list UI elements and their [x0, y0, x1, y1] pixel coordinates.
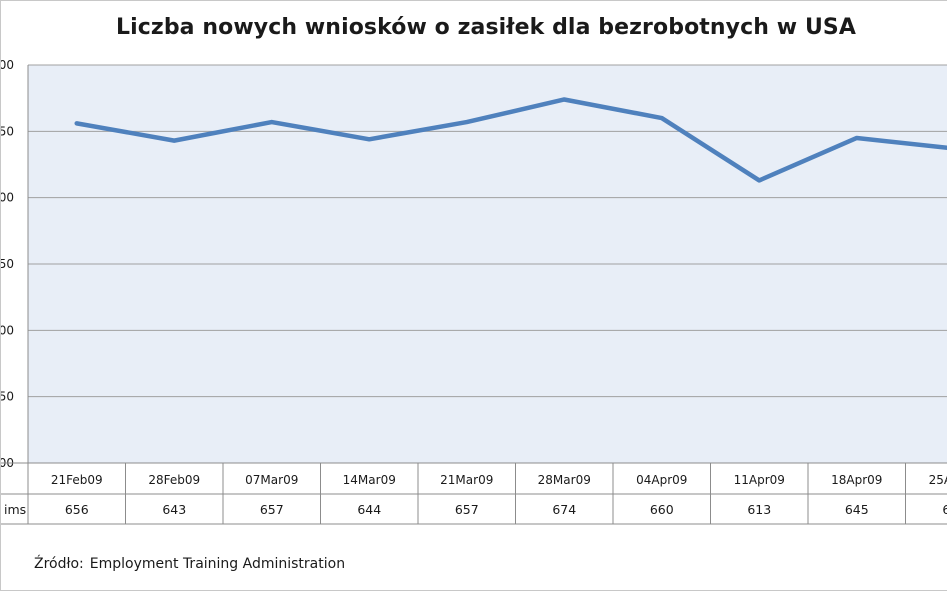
chart-title: Liczba nowych wniosków o zasiłek dla bez…	[116, 15, 856, 40]
data-point-14Mar09	[367, 137, 372, 142]
x-tick-label-07Mar09: 07Mar09	[245, 473, 298, 487]
y-tick-label-550: 550	[1, 257, 14, 271]
x-tick-label-18Apr09: 18Apr09	[831, 473, 882, 487]
data-label-28Feb09: 643	[162, 502, 186, 517]
y-tick-label-600: 600	[1, 191, 14, 205]
y-axis-ticks: 400450500550600650700	[1, 58, 14, 470]
x-tick-label-04Apr09: 04Apr09	[636, 473, 687, 487]
data-label-07Mar09: 657	[260, 502, 284, 517]
data-label-14Mar09: 644	[357, 502, 381, 517]
data-point-21Feb09	[74, 121, 79, 126]
y-tick-label-500: 500	[1, 323, 14, 337]
source-note: Źródło: Employment Training Administratio…	[34, 556, 345, 572]
source-name: Employment Training Administration	[89, 556, 346, 572]
series-line-claims	[74, 97, 947, 183]
data-label-11Apr09: 613	[747, 502, 771, 517]
data-point-28Feb09	[172, 138, 177, 143]
series-lines	[74, 97, 947, 183]
x-tick-label-28Feb09: 28Feb09	[148, 473, 200, 487]
data-point-11Apr09	[757, 178, 762, 183]
data-point-28Mar09	[562, 97, 567, 102]
data-label-21Feb09: 656	[65, 502, 89, 517]
data-point-21Mar09	[464, 120, 469, 125]
data-label-28Mar09: 674	[552, 502, 576, 517]
x-tick-label-25Apr09: 25Apr09	[929, 473, 947, 487]
y-tick-label-450: 450	[1, 390, 14, 404]
source-label: Źródło:	[34, 556, 84, 572]
data-table: 21Feb09 656 28Feb09 643 07Mar09 657 14Mar09 644…	[1, 462, 947, 525]
y-tick-label-650: 650	[1, 124, 14, 138]
x-tick-label-21Mar09: 21Mar09	[440, 473, 493, 487]
data-point-07Mar09	[269, 120, 274, 125]
x-tick-label-21Feb09: 21Feb09	[51, 473, 103, 487]
x-tick-label-28Mar09: 28Mar09	[538, 473, 591, 487]
series-name-label: ims	[4, 502, 26, 517]
data-point-04Apr09	[659, 116, 664, 121]
x-tick-label-11Apr09: 11Apr09	[734, 473, 785, 487]
data-label-18Apr09: 645	[845, 502, 869, 517]
data-label-04Apr09: 660	[650, 502, 674, 517]
data-label-25Apr09: 637	[942, 502, 947, 517]
data-label-21Mar09: 657	[455, 502, 479, 517]
x-tick-label-14Mar09: 14Mar09	[343, 473, 396, 487]
data-point-18Apr09	[854, 135, 859, 140]
y-tick-label-700: 700	[1, 58, 14, 72]
